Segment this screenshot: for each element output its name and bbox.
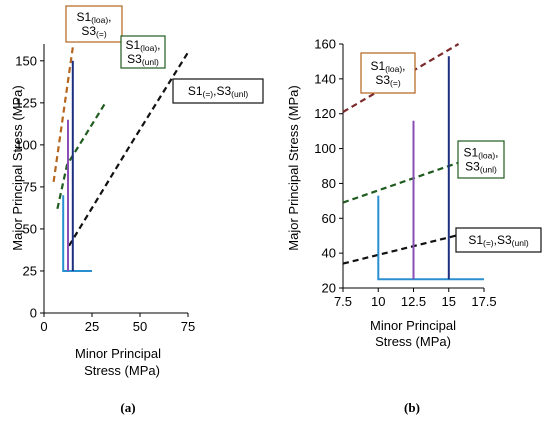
annotation-text: S1(loa), [463, 146, 498, 161]
annotation-text: S3(unl) [465, 160, 497, 175]
annotation-0: S1(loa),S3(=) [65, 5, 123, 43]
y-tick-label: 0 [30, 306, 37, 321]
solid-line-3 [62, 195, 92, 272]
y-tick-label: 100 [314, 141, 336, 156]
annotation-2: S1(=),S3(unl) [172, 78, 264, 104]
annotation-text: S1(loa), [76, 10, 111, 25]
y-tick-label: 60 [322, 211, 336, 226]
annotation-0: S1(loa),S3(=) [360, 52, 416, 94]
annotation-box [172, 78, 264, 104]
x-tick-label: 10 [371, 294, 385, 309]
y-tick-label: 25 [23, 263, 37, 278]
x-tick-label: 75 [181, 319, 195, 334]
y-tick-label: 40 [322, 246, 336, 261]
annotation-box [457, 140, 505, 179]
panel-label: (b) [404, 400, 420, 415]
x-axis-label: Stress (MPa) [375, 334, 451, 349]
annotation-box [120, 35, 166, 69]
y-tick-label: 160 [314, 37, 336, 52]
dashed-line-2 [68, 51, 189, 247]
x-axis-label: Minor Principal [370, 318, 456, 333]
y-tick-label: 120 [314, 106, 336, 121]
annotation-text: S3(unl) [127, 52, 159, 67]
x-tick-label: 12.5 [401, 294, 426, 309]
y-tick-label: 50 [23, 221, 37, 236]
annotation-text: S1(loa), [125, 38, 160, 53]
annotation-2: S1(=),S3(unl) [455, 227, 542, 253]
y-axis-label: Major Principal Stress (MPa) [286, 85, 301, 250]
y-tick-label: 20 [322, 281, 336, 296]
y-tick-label: 150 [15, 53, 37, 68]
annotation-text: S3(=) [375, 73, 400, 88]
y-tick-label: 140 [314, 71, 336, 86]
annotation-text: S1(=),S3(unl) [468, 233, 529, 248]
y-tick-label: 125 [15, 95, 37, 110]
annotation-box [65, 5, 123, 43]
annotation-text: S3(=) [81, 24, 106, 39]
annotation-1: S1(loa),S3(unl) [120, 35, 166, 69]
annotation-text: S1(=),S3(unl) [188, 84, 249, 99]
x-tick-label: 17.5 [471, 294, 496, 309]
dashed-line-0 [52, 47, 74, 183]
x-axis-label: Minor Principal [75, 346, 161, 361]
y-axis-label: Major Principal Stress (MPa) [10, 85, 25, 250]
x-tick-label: 0 [40, 319, 47, 334]
x-tick-label: 15 [442, 294, 456, 309]
x-tick-label: 25 [85, 319, 99, 334]
chart-panel-a: 0 25 50 75 0 25 50 75 100 125 150 Minor Principal St… [10, 5, 264, 415]
x-axis-label: Stress (MPa) [84, 363, 160, 378]
annotation-box [455, 227, 542, 253]
annotation-1: S1(loa),S3(unl) [457, 140, 505, 179]
x-tick-label: 50 [133, 319, 147, 334]
panel-label: (a) [120, 400, 135, 415]
annotation-box [360, 52, 416, 94]
dashed-line-1 [56, 102, 107, 210]
y-tick-label: 75 [23, 179, 37, 194]
x-tick-label: 7.5 [334, 294, 352, 309]
chart-panel-b: 7.5 10 12.5 15 17.5 20 40 60 80 100 120 140 160 Minor… [286, 37, 542, 415]
dashed-line-0 [342, 43, 460, 113]
annotation-text: S1(loa), [370, 59, 405, 74]
y-tick-label: 80 [322, 176, 336, 191]
y-tick-label: 100 [15, 137, 37, 152]
